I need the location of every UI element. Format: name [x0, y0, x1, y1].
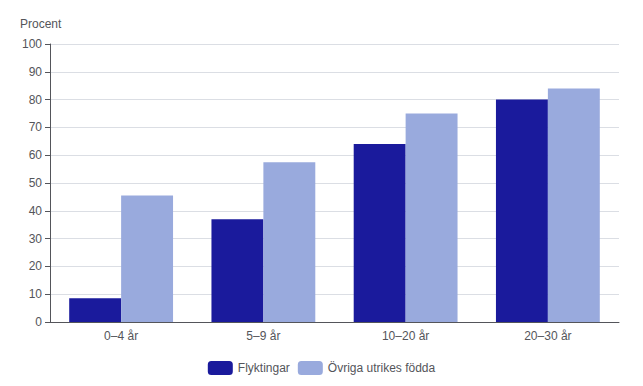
svg-text:0–4 år: 0–4 år	[104, 329, 138, 343]
svg-text:80: 80	[29, 93, 43, 107]
svg-text:20: 20	[29, 259, 43, 273]
svg-text:40: 40	[29, 204, 43, 218]
svg-text:70: 70	[29, 120, 43, 134]
svg-text:10: 10	[29, 287, 43, 301]
svg-text:100: 100	[22, 37, 42, 51]
svg-text:Flyktingar: Flyktingar	[238, 361, 290, 375]
svg-text:30: 30	[29, 232, 43, 246]
svg-text:0: 0	[35, 315, 42, 329]
svg-text:10–20 år: 10–20 år	[382, 329, 429, 343]
svg-text:50: 50	[29, 176, 43, 190]
svg-text:Procent: Procent	[20, 17, 62, 31]
svg-text:Övriga utrikes födda: Övriga utrikes födda	[328, 361, 436, 375]
svg-text:90: 90	[29, 65, 43, 79]
svg-text:5–9 år: 5–9 år	[246, 329, 280, 343]
svg-text:60: 60	[29, 148, 43, 162]
svg-text:20–30 år: 20–30 år	[524, 329, 571, 343]
